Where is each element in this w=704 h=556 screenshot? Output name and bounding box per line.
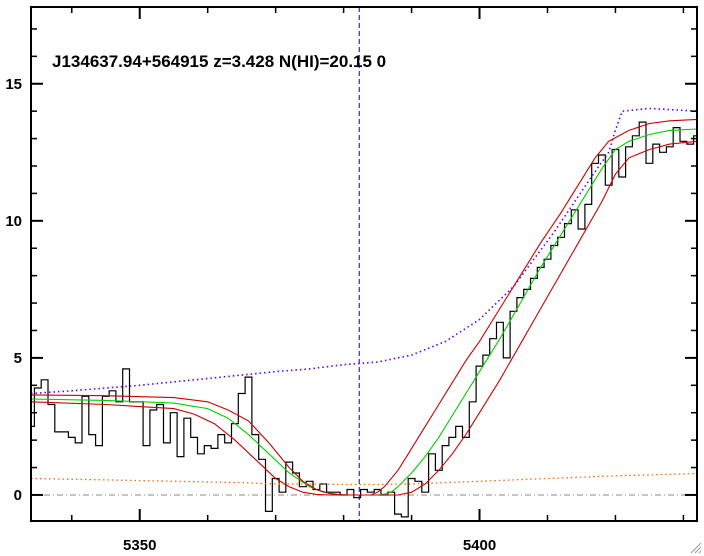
x-tick-label: 5400 bbox=[463, 537, 496, 554]
lower-bound-series bbox=[30, 140, 698, 496]
plot-frame bbox=[30, 6, 698, 522]
y-tick-label: 15 bbox=[5, 76, 22, 93]
model-series bbox=[30, 128, 698, 496]
flux-series bbox=[31, 121, 697, 518]
error-series bbox=[30, 472, 698, 486]
continuum-series bbox=[30, 107, 698, 395]
axes-layer: 5350 5400 0 5 10 15 bbox=[5, 6, 698, 554]
y-tick-label: 10 bbox=[5, 213, 22, 230]
x-tick-label: 5350 bbox=[123, 537, 156, 554]
resize-grip-icon[interactable] bbox=[690, 542, 702, 554]
y-tick-label: 5 bbox=[14, 350, 22, 367]
y-tick-label: 0 bbox=[14, 487, 22, 504]
series-layer bbox=[30, 7, 698, 521]
chart-title: J134637.94+564915 z=3.428 N(HI)=20.15 0 bbox=[52, 52, 386, 71]
upper-bound-series bbox=[30, 118, 698, 496]
